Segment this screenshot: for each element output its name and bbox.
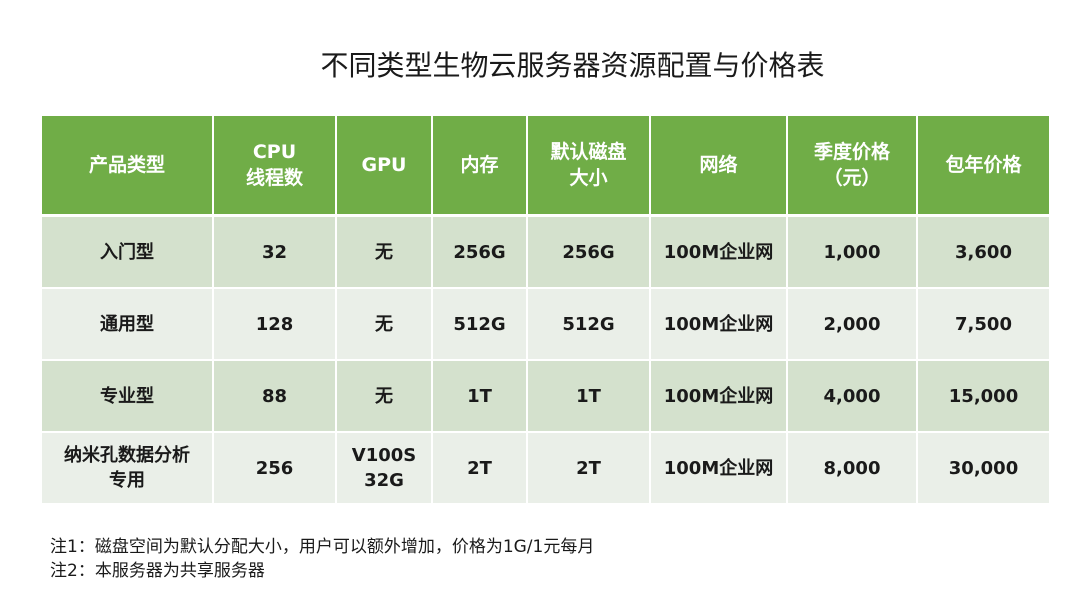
header-default-disk: 默认磁盘 大小 [527,116,651,217]
table-row: 入门型 32 无 256G 256G 100M企业网 1,000 3,600 [42,215,1049,289]
cell-product-type: 纳米孔数据分析 专用 [42,432,214,505]
cell-network: 100M企业网 [650,432,788,505]
cell-default-disk: 1T [527,360,651,433]
cell-product-type: 入门型 [42,215,214,289]
table-row: 专业型 88 无 1T 1T 100M企业网 4,000 15,000 [42,360,1049,433]
cell-annual-price: 3,600 [917,215,1049,289]
header-quarterly-price: 季度价格 （元） [787,116,918,217]
cell-annual-price: 15,000 [917,360,1049,433]
header-cpu-threads: CPU 线程数 [213,116,337,217]
cell-gpu: 无 [336,360,433,433]
cell-product-type: 专业型 [42,360,214,433]
cell-gpu: 无 [336,215,433,289]
cell-default-disk: 256G [527,215,651,289]
cell-default-disk: 512G [527,288,651,361]
cell-product-type: 通用型 [42,288,214,361]
cell-network: 100M企业网 [650,288,788,361]
cell-default-disk: 2T [527,432,651,505]
table-row: 纳米孔数据分析 专用 256 V100S 32G 2T 2T 100M企业网 8… [42,432,1049,505]
cell-memory: 256G [432,215,528,289]
header-memory: 内存 [432,116,528,217]
header-product-type: 产品类型 [42,116,214,217]
footnotes: 注1：磁盘空间为默认分配大小，用户可以额外增加，价格为1G/1元每月 注2：本服… [50,535,594,583]
cell-quarterly-price: 8,000 [787,432,918,505]
cell-gpu: 无 [336,288,433,361]
header-gpu: GPU [336,116,433,217]
cell-annual-price: 7,500 [917,288,1049,361]
header-annual-price: 包年价格 [917,116,1049,217]
price-table: 产品类型 CPU 线程数 GPU 内存 默认磁盘 大小 网络 季度价格 （元） … [42,116,1049,505]
cell-quarterly-price: 2,000 [787,288,918,361]
cell-quarterly-price: 4,000 [787,360,918,433]
cell-cpu-threads: 88 [213,360,337,433]
cell-network: 100M企业网 [650,360,788,433]
page-title: 不同类型生物云服务器资源配置与价格表 [320,49,825,82]
cell-cpu-threads: 32 [213,215,337,289]
footnote-disk-pricing: 注1：磁盘空间为默认分配大小，用户可以额外增加，价格为1G/1元每月 [50,537,595,557]
cell-annual-price: 30,000 [917,432,1049,505]
table-header-row: 产品类型 CPU 线程数 GPU 内存 默认磁盘 大小 网络 季度价格 （元） … [42,116,1049,217]
cell-quarterly-price: 1,000 [787,215,918,289]
cell-gpu: V100S 32G [336,432,433,505]
cell-cpu-threads: 256 [213,432,337,505]
header-network: 网络 [650,116,788,217]
table-row: 通用型 128 无 512G 512G 100M企业网 2,000 7,500 [42,288,1049,361]
cell-cpu-threads: 128 [213,288,337,361]
cell-memory: 512G [432,288,528,361]
cell-memory: 2T [432,432,528,505]
cell-memory: 1T [432,360,528,433]
cell-network: 100M企业网 [650,215,788,289]
footnote-shared-server: 注2：本服务器为共享服务器 [50,561,265,581]
